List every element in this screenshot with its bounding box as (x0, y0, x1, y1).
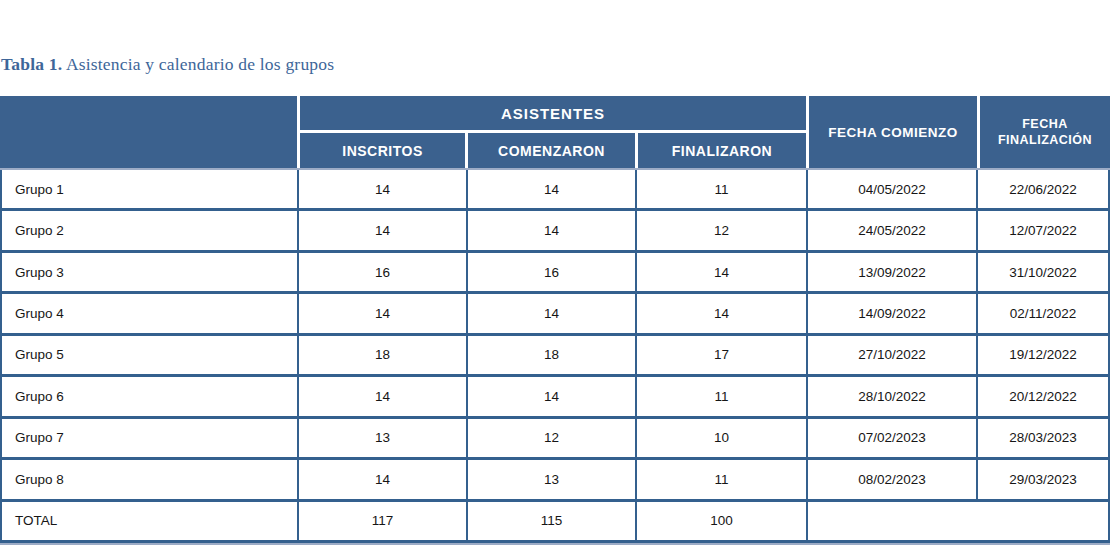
cell-fecha-finalizacion: 20/12/2022 (978, 377, 1110, 418)
cell-fecha-finalizacion: 02/11/2022 (978, 294, 1110, 335)
cell-fecha-comienzo: 04/05/2022 (808, 170, 978, 211)
cell-inscritos: 14 (299, 294, 468, 335)
header-cell-comenzaron: COMENZARON (468, 133, 635, 168)
cell-comenzaron: 13 (468, 460, 637, 501)
total-empty-cell (808, 502, 1110, 543)
cell-finalizaron: 14 (637, 294, 808, 335)
cell-finalizaron: 11 (637, 170, 808, 211)
attendance-table: ASISTENTES INSCRITOS COMENZARON FINALIZA… (0, 96, 1110, 545)
total-inscritos-cell: 117 (299, 502, 468, 543)
cell-fecha-comienzo: 13/09/2022 (808, 253, 978, 294)
cell-inscritos: 14 (299, 460, 468, 501)
cell-fecha-finalizacion: 12/07/2022 (978, 211, 1110, 252)
cell-inscritos: 14 (299, 377, 468, 418)
cell-group-name: Grupo 2 (0, 211, 299, 252)
cell-fecha-comienzo: 14/09/2022 (808, 294, 978, 335)
header-cell-fecha-comienzo: FECHA COMIENZO (809, 96, 977, 168)
cell-comenzaron: 16 (468, 253, 637, 294)
cell-group-name: Grupo 4 (0, 294, 299, 335)
header-cell-asistentes: ASISTENTES (300, 96, 806, 130)
cell-finalizaron: 10 (637, 419, 808, 460)
cell-comenzaron: 14 (468, 170, 637, 211)
cell-fecha-comienzo: 24/05/2022 (808, 211, 978, 252)
cell-finalizaron: 11 (637, 377, 808, 418)
cell-fecha-finalizacion: 22/06/2022 (978, 170, 1110, 211)
cell-group-name: Grupo 1 (0, 170, 299, 211)
table-body: Grupo 114141104/05/202222/06/2022Grupo 2… (0, 170, 1110, 543)
total-finalizaron-cell: 100 (637, 502, 808, 543)
cell-fecha-comienzo: 28/10/2022 (808, 377, 978, 418)
cell-comenzaron: 14 (468, 377, 637, 418)
table-caption: Tabla 1. Asistencia y calendario de los … (1, 54, 801, 75)
cell-comenzaron: 18 (468, 336, 637, 377)
cell-group-name: Grupo 3 (0, 253, 299, 294)
cell-fecha-finalizacion: 31/10/2022 (978, 253, 1110, 294)
table-caption-number: Tabla 1. (1, 54, 62, 74)
cell-fecha-finalizacion: 28/03/2023 (978, 419, 1110, 460)
total-comenzaron-cell: 115 (468, 502, 637, 543)
cell-finalizaron: 14 (637, 253, 808, 294)
cell-fecha-comienzo: 08/02/2023 (808, 460, 978, 501)
header-cell-inscritos: INSCRITOS (300, 133, 465, 168)
header-cell-group (0, 96, 297, 168)
cell-group-name: Grupo 8 (0, 460, 299, 501)
cell-group-name: Grupo 7 (0, 419, 299, 460)
cell-comenzaron: 14 (468, 211, 637, 252)
cell-group-name: Grupo 5 (0, 336, 299, 377)
cell-fecha-comienzo: 07/02/2023 (808, 419, 978, 460)
header-cell-fecha-finalizacion: FECHA FINALIZACIÓN (980, 96, 1110, 168)
cell-fecha-comienzo: 27/10/2022 (808, 336, 978, 377)
cell-comenzaron: 14 (468, 294, 637, 335)
total-label-cell: TOTAL (0, 502, 299, 543)
table-header: ASISTENTES INSCRITOS COMENZARON FINALIZA… (0, 96, 1110, 168)
cell-finalizaron: 11 (637, 460, 808, 501)
cell-finalizaron: 12 (637, 211, 808, 252)
cell-inscritos: 13 (299, 419, 468, 460)
table-caption-text: Asistencia y calendario de los grupos (62, 54, 334, 74)
cell-group-name: Grupo 6 (0, 377, 299, 418)
cell-fecha-finalizacion: 19/12/2022 (978, 336, 1110, 377)
cell-inscritos: 18 (299, 336, 468, 377)
cell-inscritos: 14 (299, 211, 468, 252)
cell-comenzaron: 12 (468, 419, 637, 460)
cell-inscritos: 14 (299, 170, 468, 211)
table-bottom-accent-line (0, 543, 1110, 545)
header-cell-finalizaron: FINALIZARON (638, 133, 806, 168)
cell-inscritos: 16 (299, 253, 468, 294)
cell-fecha-finalizacion: 29/03/2023 (978, 460, 1110, 501)
cell-finalizaron: 17 (637, 336, 808, 377)
